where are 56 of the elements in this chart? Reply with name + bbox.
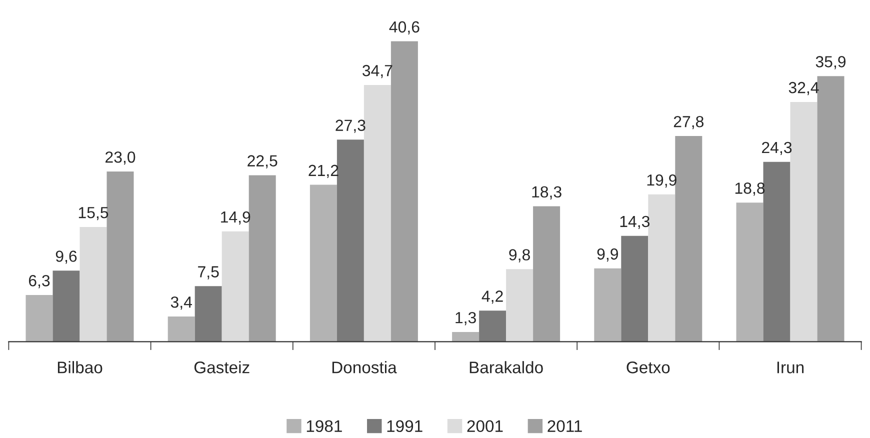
data-label: 9,6	[56, 250, 77, 264]
bar	[310, 184, 337, 342]
bar	[364, 84, 391, 342]
bar	[621, 236, 648, 342]
bar	[336, 140, 364, 342]
bar	[26, 295, 53, 342]
data-label: 7,5	[198, 266, 219, 280]
bar	[248, 175, 276, 342]
data-label: 27,8	[674, 116, 704, 130]
data-label: 32,4	[788, 82, 819, 96]
bar	[80, 226, 107, 342]
data-label: 3,4	[170, 296, 192, 310]
legend-label: 2011	[548, 420, 582, 432]
data-label: 24,3	[762, 142, 792, 156]
bar	[790, 102, 818, 342]
bar	[648, 194, 676, 342]
bar	[452, 332, 480, 342]
legend-label: 1981	[306, 420, 342, 432]
data-label: 14,3	[620, 216, 650, 230]
x-tick-label: Getxo	[626, 362, 670, 374]
legend-label: 2001	[467, 420, 503, 432]
data-label: 34,7	[362, 64, 392, 78]
bar	[736, 202, 764, 342]
bar	[479, 310, 506, 342]
bar	[222, 231, 249, 342]
bar	[506, 269, 534, 342]
legend-label: 1991	[387, 420, 422, 432]
data-label: 1,3	[456, 312, 476, 326]
bar	[533, 206, 560, 342]
data-label: 18,3	[532, 186, 562, 200]
x-tick-label: Bilbao	[58, 361, 102, 374]
bar	[168, 316, 195, 342]
data-label: 40,6	[389, 21, 420, 34]
data-label: 27,3	[336, 120, 366, 133]
data-label: 35,9	[816, 56, 846, 70]
x-tick-label: Irun	[777, 362, 804, 374]
bar	[763, 162, 790, 342]
bar	[106, 171, 134, 342]
bar	[594, 268, 622, 342]
x-tick-label: Barakaldo	[470, 361, 543, 374]
x-tick-label: Gasteiz	[194, 361, 250, 374]
bar	[52, 270, 80, 342]
data-label: 19,9	[647, 174, 676, 188]
bar	[675, 136, 702, 342]
data-label: 23,0	[106, 151, 136, 165]
data-label: 6,3	[28, 275, 50, 288]
bar	[194, 286, 222, 342]
data-label: 9,8	[509, 249, 530, 262]
x-tick-label: Donostia	[332, 361, 397, 374]
bar	[390, 41, 418, 342]
data-label: 9,9	[597, 248, 618, 262]
data-label: 14,9	[221, 211, 250, 225]
data-label: 4,2	[482, 290, 503, 304]
data-label: 22,5	[248, 155, 278, 168]
data-label: 15,5	[78, 207, 108, 220]
bar	[817, 76, 844, 342]
